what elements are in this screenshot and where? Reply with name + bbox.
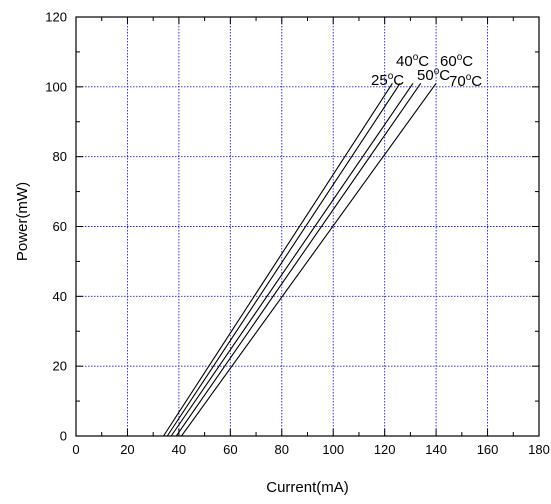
series-line xyxy=(76,82,401,437)
x-tick-label: 20 xyxy=(120,442,134,457)
grid-lines xyxy=(76,17,539,436)
y-tick-label: 100 xyxy=(45,79,67,94)
plot-frame xyxy=(75,16,540,437)
x-tick-label: 180 xyxy=(528,442,550,457)
x-tick-label: 140 xyxy=(425,442,447,457)
x-tick-label: 160 xyxy=(477,442,499,457)
series-label: 60oC xyxy=(440,52,473,70)
x-tick-label: 0 xyxy=(72,442,79,457)
x-tick-label: 120 xyxy=(374,442,396,457)
series-label: 40oC xyxy=(396,52,429,70)
series-line xyxy=(76,82,414,437)
series-line xyxy=(76,82,437,437)
series-label: 50oC xyxy=(417,66,450,84)
y-tick-label: 60 xyxy=(53,219,67,234)
series-line xyxy=(76,83,393,437)
tick-labels: 0 20 40 60 80 100 120 140 160 180 0 20 40 60 80 100 120 xyxy=(45,10,550,458)
series-label: 25oC xyxy=(371,71,404,89)
x-tick-label: 60 xyxy=(223,442,237,457)
y-tick-label: 40 xyxy=(53,289,67,304)
series-lines xyxy=(76,82,437,437)
y-tick-label: 120 xyxy=(45,10,67,25)
y-axis-title: Power(mW) xyxy=(14,182,31,261)
x-axis-title: Current(mA) xyxy=(266,479,349,496)
series-label: 70oC xyxy=(449,72,482,90)
y-tick-label: 20 xyxy=(53,359,67,374)
x-tick-label: 100 xyxy=(322,442,344,457)
x-tick-label: 40 xyxy=(172,442,186,457)
x-tick-label: 80 xyxy=(275,442,289,457)
y-tick-label: 80 xyxy=(53,149,67,164)
y-tick-label: 0 xyxy=(60,429,67,444)
